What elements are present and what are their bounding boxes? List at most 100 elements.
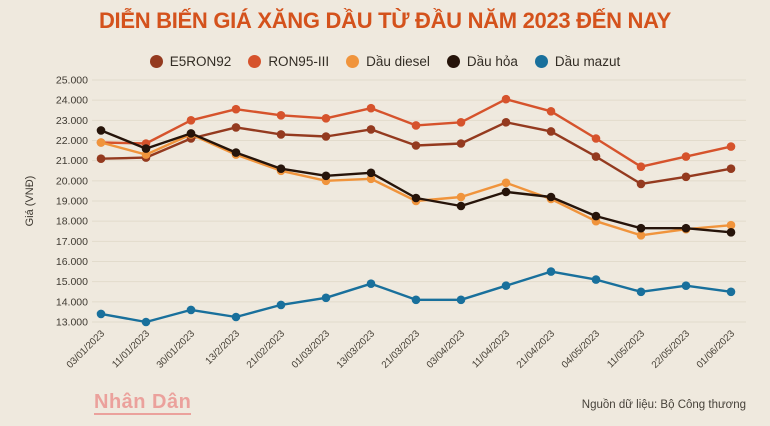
data-point (681, 152, 691, 161)
y-tick-label: 21.000 (56, 155, 88, 167)
legend-color-dot (149, 55, 163, 68)
data-point (591, 275, 601, 284)
legend-color-dot (248, 55, 262, 68)
data-point (726, 142, 736, 151)
legend-item-ron95-iii: RON95-III (248, 54, 329, 69)
data-point (636, 231, 646, 240)
legend-item-e5ron92: E5RON92 (149, 54, 232, 69)
data-point (366, 103, 376, 113)
legend-color-dot (534, 55, 548, 68)
data-point (186, 129, 196, 138)
data-point (636, 287, 646, 297)
data-point (141, 317, 151, 327)
y-tick-label: 24.000 (56, 95, 88, 107)
data-point (726, 287, 736, 297)
data-point (231, 123, 241, 132)
data-point (276, 164, 286, 173)
data-point (501, 118, 511, 127)
legend-label: Dầu hỏa (466, 54, 518, 69)
data-point (681, 223, 691, 233)
nhan-dan-logo: Nhân Dân (94, 391, 192, 415)
x-tick-label: 30/01/2023 (155, 328, 198, 371)
y-axis-title: Giá (VNĐ) (24, 176, 36, 227)
legend-color-dot (446, 55, 460, 68)
data-point (456, 118, 466, 127)
x-tick-label: 03/04/2023 (425, 328, 468, 371)
data-point (321, 293, 331, 303)
y-axis-tick-labels: 25.000 24.000 23.000 22.000 21.000 20.000 19.0… (56, 75, 88, 329)
legend-label: E5RON92 (169, 54, 232, 69)
data-point (321, 171, 331, 181)
y-tick-label: 16.000 (56, 256, 88, 268)
x-axis-tick-labels: 03/01/2023 11/01/2023 30/01/2023 13/2/2023 2… (65, 328, 738, 371)
data-point (366, 168, 376, 178)
data-series (96, 94, 736, 327)
x-tick-label: 21/02/2023 (245, 328, 288, 371)
data-point (366, 279, 376, 289)
x-tick-label: 11/05/2023 (605, 328, 647, 370)
data-point (411, 121, 421, 130)
y-tick-label: 13.000 (56, 317, 88, 329)
data-point (546, 127, 556, 136)
data-point (456, 192, 466, 202)
y-tick-label: 17.000 (56, 236, 88, 248)
series-dầu-hỏa (96, 126, 736, 237)
data-point (501, 187, 511, 197)
data-point (501, 94, 511, 104)
data-point (726, 228, 736, 237)
series-line (100, 97, 732, 168)
data-point (231, 148, 241, 157)
data-point (591, 211, 601, 221)
series-dầu-mazut (96, 267, 736, 327)
data-point (546, 192, 556, 202)
x-tick-label: 21/04/2023 (515, 328, 558, 371)
x-tick-label: 03/01/2023 (65, 328, 108, 371)
data-point (591, 152, 601, 161)
data-point (96, 126, 106, 135)
legend: E5RON92 RON95-III Dầu diesel Dầu hỏa Dầu maz… (0, 54, 770, 69)
data-point (366, 174, 376, 184)
y-tick-label: 18.000 (56, 216, 88, 228)
data-point (726, 220, 736, 230)
data-point (591, 134, 601, 143)
x-tick-label: 22/05/2023 (650, 328, 693, 371)
data-point (411, 141, 421, 150)
data-point (186, 116, 196, 125)
data-point (321, 132, 331, 141)
data-point (726, 164, 736, 173)
data-point (546, 267, 556, 276)
y-tick-label: 25.000 (56, 75, 88, 87)
y-tick-label: 23.000 (56, 115, 88, 127)
data-point (231, 312, 241, 322)
legend-label: Dầu mazut (554, 54, 621, 69)
x-tick-label: 13/2/2023 (204, 328, 243, 367)
x-tick-label: 11/04/2023 (470, 328, 512, 370)
legend-color-dot (346, 55, 360, 68)
legend-item-dầu-mazut: Dầu mazut (534, 54, 621, 69)
data-point (411, 295, 421, 305)
data-point (636, 162, 646, 171)
legend-item-dầu-diesel: Dầu diesel (346, 54, 430, 69)
data-point (321, 114, 331, 123)
x-tick-label: 04/05/2023 (560, 328, 603, 371)
x-tick-label: 01/03/2023 (290, 328, 333, 371)
series-line (100, 121, 732, 186)
legend-item-dầu-hỏa: Dầu hỏa (446, 54, 518, 69)
data-point (501, 281, 511, 291)
legend-label: Dầu diesel (366, 54, 430, 69)
data-point (96, 138, 106, 147)
data-point (96, 154, 106, 163)
x-tick-label: 11/01/2023 (110, 328, 152, 370)
y-tick-label: 19.000 (56, 196, 88, 208)
chart-title: DIỄN BIẾN GIÁ XĂNG DẦU TỪ ĐẦU NĂM 2023 Đ… (98, 8, 672, 33)
data-point (681, 172, 691, 182)
data-point (366, 125, 376, 134)
data-point (456, 139, 466, 148)
x-tick-label: 21/03/2023 (380, 328, 423, 371)
y-tick-label: 22.000 (56, 135, 88, 147)
x-tick-label: 13/03/2023 (335, 328, 378, 371)
y-tick-label: 20.000 (56, 175, 88, 187)
data-point (636, 223, 646, 233)
